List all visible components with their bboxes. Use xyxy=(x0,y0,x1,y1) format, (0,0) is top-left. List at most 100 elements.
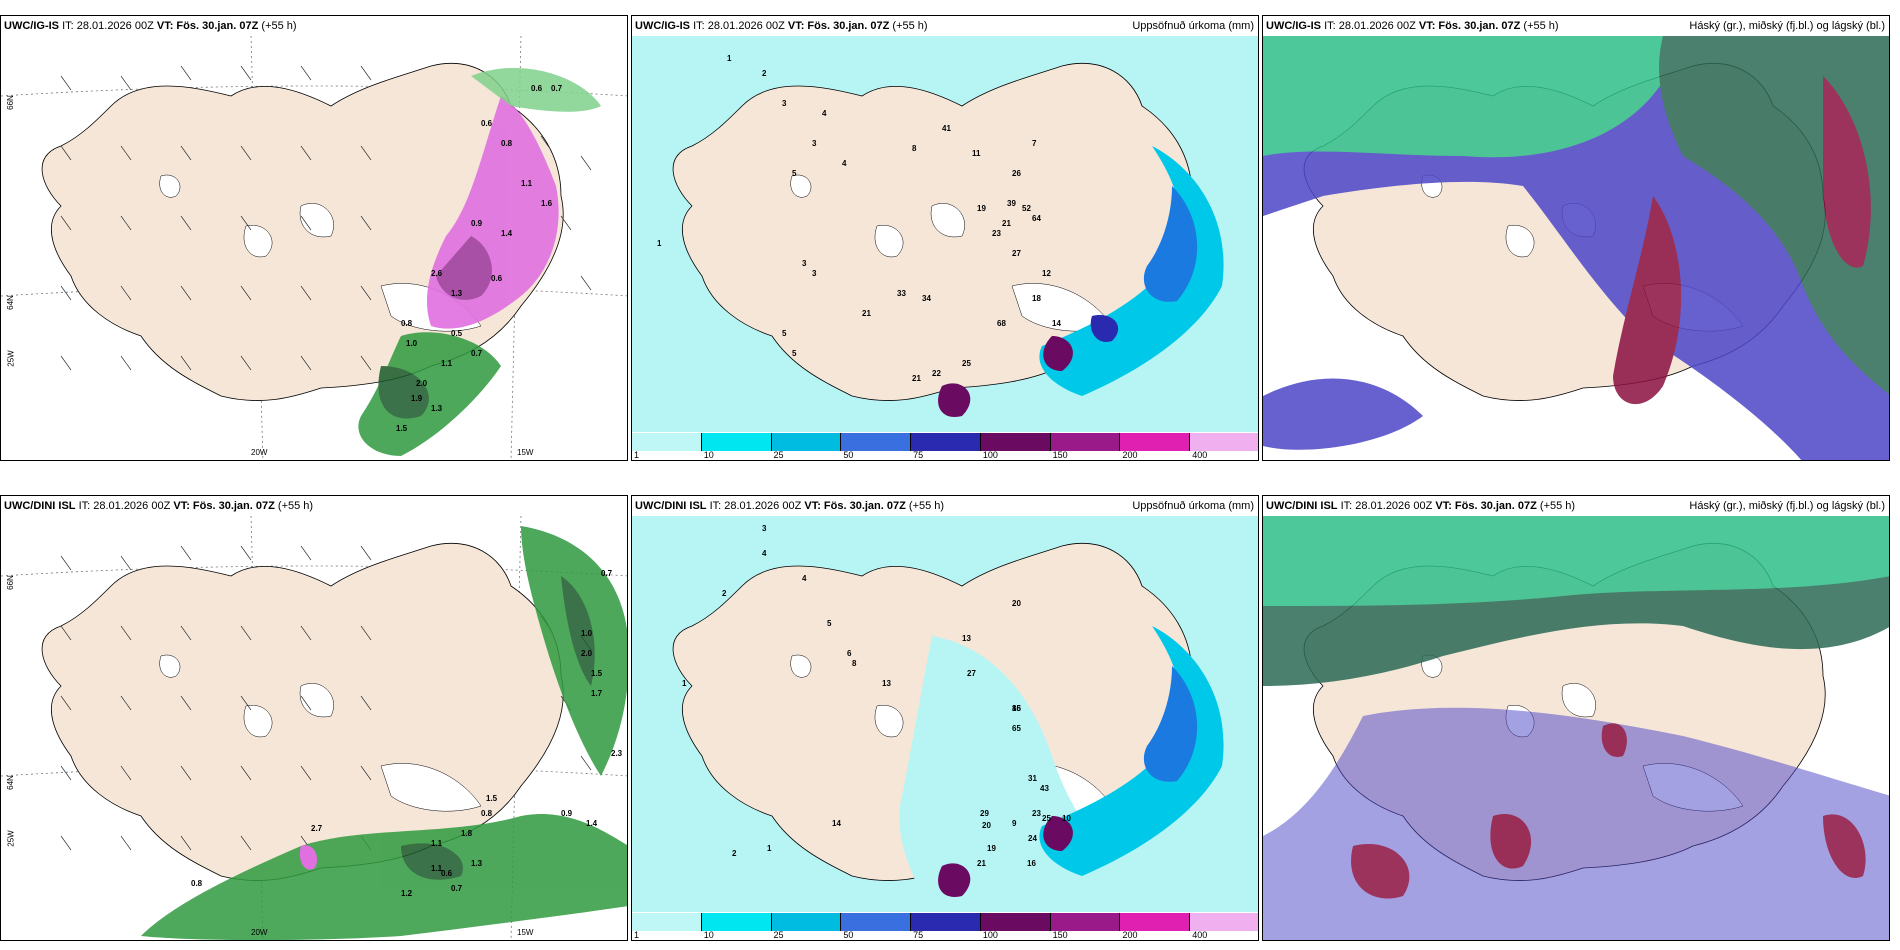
map-canvas: 0.6 0.7 0.6 0.8 1.1 1.6 0.9 1.4 2.6 1.3 0.6 0.8 1.0 0… xyxy=(1,36,627,460)
colorbar-tick-label: 200 xyxy=(1122,930,1138,940)
value-label: 86 xyxy=(1012,704,1021,713)
colorbar-swatch xyxy=(771,433,842,451)
value-label: 1 xyxy=(767,844,772,853)
map-canvas xyxy=(1263,516,1889,940)
colorbar-swatch xyxy=(1190,433,1258,451)
valid-time: VT: Fös. 30.jan. 07Z xyxy=(173,500,275,512)
lead-time: (+55 h) xyxy=(908,500,945,512)
value-label: 5 xyxy=(782,329,787,338)
colorbar-swatch xyxy=(701,913,772,931)
value-label: 2.7 xyxy=(311,824,323,833)
lat-label-64n: 64N xyxy=(5,775,15,790)
value-label: 0.5 xyxy=(451,329,463,338)
values-p4: 0.7 1.0 2.0 1.5 1.7 2.3 0.9 1.4 1.8 1.1 0.8 2.7 0.6 0… xyxy=(191,569,623,940)
colorbar-tick-label: 10 xyxy=(703,450,714,460)
value-label: 19 xyxy=(987,844,996,853)
value-label: 52 xyxy=(1022,204,1031,213)
colorbar-swatch xyxy=(771,913,842,931)
values-p2: 1234345811741261921233952642712181468252… xyxy=(657,54,1061,383)
value-label: 3 xyxy=(812,269,817,278)
colorbar-swatch xyxy=(1120,913,1191,931)
colorbar-swatch xyxy=(1190,913,1258,931)
value-label: 8 xyxy=(852,659,857,668)
value-label: 1 xyxy=(727,54,732,63)
value-label: 8 xyxy=(912,144,917,153)
colorbar-tick-label: 50 xyxy=(843,930,854,940)
map-canvas: 3424156813272013658643312920242523211916… xyxy=(632,516,1258,915)
value-label: 25 xyxy=(1042,814,1051,823)
panel-header: UWC/IG-IS IT: 28.01.2026 00Z VT: Fös. 30… xyxy=(632,16,1258,36)
value-label: 31 xyxy=(1028,774,1037,783)
map-area: 3 4 2 4 1 5 6 8 13 27 20 13 65 86 43 31 29 20 24 25 23 21 19 16… xyxy=(632,516,1258,940)
model-name: UWC/DINI ISL xyxy=(1266,500,1338,512)
colorbar-swatch xyxy=(1120,433,1191,451)
rain-area xyxy=(358,67,601,456)
panel-dini-wind-snow: UWC/DINI ISL IT: 28.01.2026 00Z VT: Fös.… xyxy=(0,495,628,941)
value-label: 14 xyxy=(1052,319,1061,328)
value-label: 1.5 xyxy=(486,794,498,803)
value-label: 9 xyxy=(1012,819,1017,828)
lon-label-20w: 20W xyxy=(251,928,268,937)
value-label: 19 xyxy=(977,204,986,213)
value-label: 5 xyxy=(792,169,797,178)
value-label: 13 xyxy=(962,634,971,643)
value-label: 1.3 xyxy=(451,289,463,298)
map-area: 0.6 0.7 0.6 0.8 1.1 1.6 0.9 1.4 2.6 1.3 0.6 0.8 1.0 0… xyxy=(1,36,627,460)
init-time: IT: 28.01.2026 00Z xyxy=(709,500,802,512)
precip-coastal-bands xyxy=(899,626,1258,915)
lat-label-66n: 66N xyxy=(5,95,15,110)
value-label: 3 xyxy=(782,99,787,108)
lat-label-64n: 64N xyxy=(5,295,15,310)
value-label: 43 xyxy=(1040,784,1049,793)
value-label: 3 xyxy=(762,524,767,533)
map-canvas: 1234345811741261921233952642712181468252… xyxy=(632,36,1258,434)
snow-area xyxy=(299,845,318,870)
value-label: 0.7 xyxy=(601,569,613,578)
value-label: 1.1 xyxy=(521,179,533,188)
value-label: 3 xyxy=(812,139,817,148)
value-label: 4 xyxy=(762,549,767,558)
value-label: 1.3 xyxy=(471,859,483,868)
colorbar-tick-label: 50 xyxy=(843,450,854,460)
lon-label-20w: 20W xyxy=(251,448,268,457)
panel-header: UWC/DINI ISL IT: 28.01.2026 00Z VT: Fös.… xyxy=(1,496,627,516)
cloud-layers xyxy=(1263,516,1889,940)
lon-label-15w: 15W xyxy=(517,448,534,457)
value-label: 1.3 xyxy=(431,404,443,413)
value-label: 1.8 xyxy=(461,829,473,838)
value-label: 68 xyxy=(997,319,1006,328)
value-label: 0.9 xyxy=(561,809,573,818)
value-label: 7 xyxy=(1032,139,1037,148)
value-label: 25 xyxy=(962,359,971,368)
colorbar-swatch xyxy=(1050,433,1121,451)
init-time: IT: 28.01.2026 00Z xyxy=(1324,20,1416,32)
value-label: 34 xyxy=(922,294,931,303)
valid-time: VT: Fös. 30.jan. 07Z xyxy=(1435,500,1537,512)
panel-ig-wind-snow: UWC/IG-IS IT: 28.01.2026 00Z VT: Fös. 30… xyxy=(0,15,628,461)
value-label: 1.0 xyxy=(406,339,418,348)
field-title: Háský (gr.), miðský (fj.bl.) og lágský (… xyxy=(1689,20,1885,32)
values-p5: 3424156813272013658643312920242523211916… xyxy=(682,524,1071,868)
colorbar-swatch xyxy=(1050,913,1121,931)
map-area: 1 2 3 4 3 4 5 8 11 7 41 26 19 21 23 39 52 64 27 12 18 14 68 25 2… xyxy=(632,36,1258,460)
field-title: Uppsöfnuð úrkoma (mm) xyxy=(1132,500,1254,512)
lead-time: (+55 h) xyxy=(277,500,314,512)
colorbar-swatch xyxy=(841,913,912,931)
init-time: IT: 28.01.2026 00Z xyxy=(693,20,785,32)
value-label: 1.5 xyxy=(396,424,408,433)
value-label: 1.5 xyxy=(591,669,603,678)
value-label: 0.8 xyxy=(191,879,203,888)
value-label: 0.9 xyxy=(471,219,483,228)
value-label: 27 xyxy=(967,669,976,678)
value-label: 15 xyxy=(1012,704,1021,713)
colorbar-swatch xyxy=(911,913,981,931)
init-time: IT: 28.01.2026 00Z xyxy=(78,500,171,512)
field-title: Uppsöfnuð úrkoma (mm) xyxy=(1132,20,1254,32)
lat-label-66n: 66N xyxy=(5,575,15,590)
value-label: 0.6 xyxy=(491,274,503,283)
precip-colorbar: 1 10 25 50 75 100 150 200 400 xyxy=(632,912,1258,940)
value-label: 23 xyxy=(992,229,1001,238)
init-time: IT: 28.01.2026 00Z xyxy=(1340,500,1433,512)
value-label: 22 xyxy=(932,369,941,378)
value-label: 1.4 xyxy=(501,229,513,238)
